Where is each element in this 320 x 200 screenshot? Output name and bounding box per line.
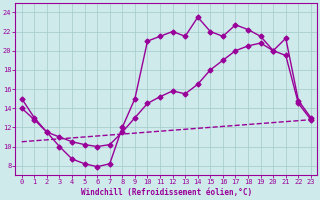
X-axis label: Windchill (Refroidissement éolien,°C): Windchill (Refroidissement éolien,°C) xyxy=(81,188,252,197)
